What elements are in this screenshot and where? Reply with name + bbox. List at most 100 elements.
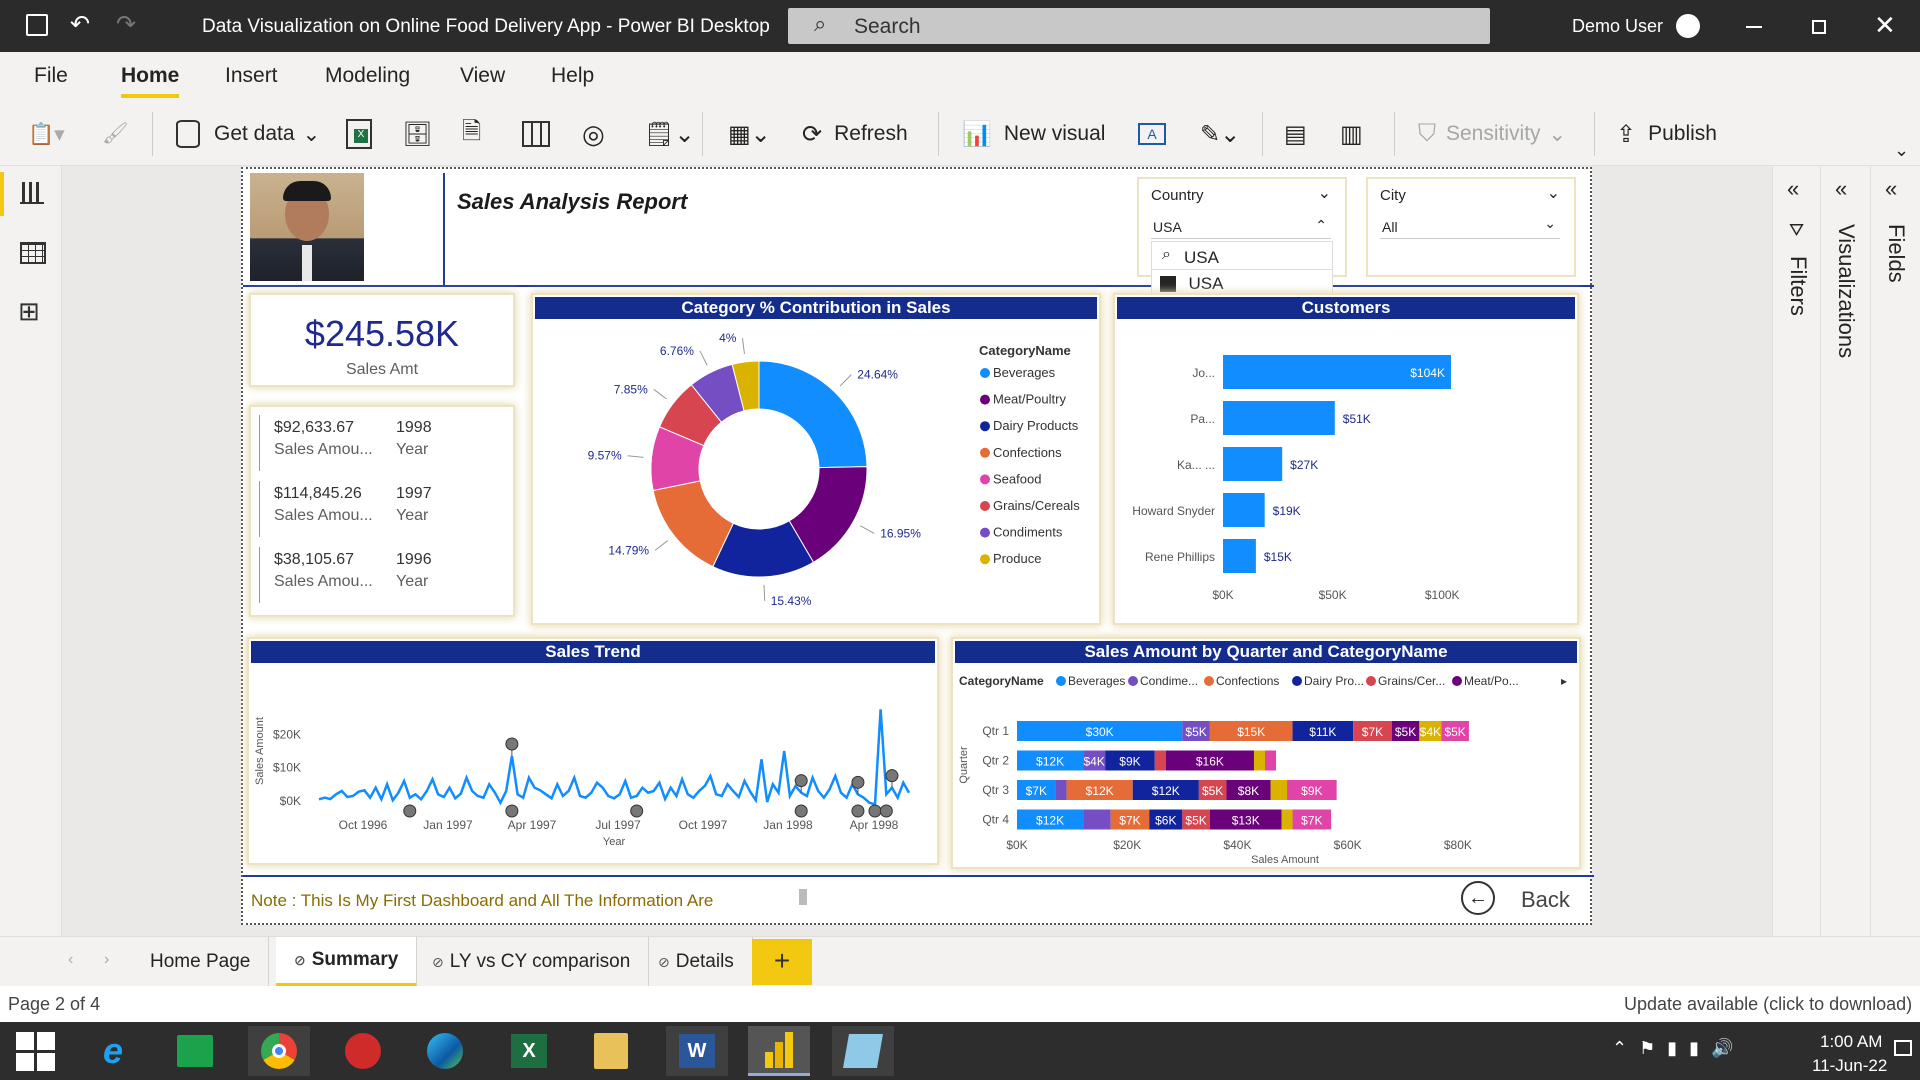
get-data-button[interactable]: Get data ⌄ [176, 118, 320, 150]
filters-label[interactable]: Filters [1786, 256, 1811, 316]
new-visual-button[interactable]: 📊 New visual [962, 118, 1105, 150]
city-slicer[interactable]: City ⌄ All ⌄ [1368, 179, 1574, 275]
sales-trend-chart[interactable]: Sales Trend $0K $10K $20K Oct 1996 Jan 1997 A… [249, 639, 937, 863]
data-view-icon[interactable] [20, 242, 46, 264]
checkbox-checked[interactable] [1160, 276, 1176, 292]
tab-details[interactable]: ⊘ Details [640, 937, 753, 987]
model-view-icon[interactable]: ⊞ [18, 296, 40, 326]
more-visuals-icon[interactable]: ✎⌄ [1200, 120, 1241, 148]
left-nav: ⊞ [0, 166, 62, 986]
ribbon-collapse-icon[interactable]: ⌄ [1894, 140, 1910, 160]
visualizations-label[interactable]: Visualizations [1834, 224, 1859, 359]
fields-label[interactable]: Fields [1884, 224, 1909, 283]
chrome-icon[interactable] [248, 1026, 310, 1076]
kpi-card[interactable]: $245.58K Sales Amt [251, 295, 513, 385]
text-box-icon[interactable]: A [1138, 118, 1166, 150]
country-dropdown-value[interactable]: USA ⌃ [1151, 213, 1331, 239]
add-page-button[interactable]: + [752, 939, 812, 985]
close-icon[interactable]: ✕ [1874, 10, 1896, 40]
expand-icon[interactable]: « [1787, 176, 1800, 201]
enter-data-icon[interactable] [522, 118, 550, 150]
city-dropdown-value[interactable]: All ⌄ [1380, 213, 1560, 239]
edge-icon[interactable] [414, 1026, 476, 1076]
fields-pane[interactable]: « Fields [1870, 166, 1920, 936]
sql-icon[interactable]: 🗎 [462, 117, 482, 145]
search-input[interactable]: Search [854, 15, 921, 38]
publish-button[interactable]: ⇪ Publish [1616, 118, 1717, 150]
menu-insert[interactable]: Insert [225, 64, 278, 87]
update-link[interactable]: Update available (click to download) [1624, 994, 1913, 1014]
excel-app-icon[interactable]: X [498, 1026, 560, 1076]
recent-sources-icon[interactable]: 🗒⌄ [644, 120, 695, 148]
menu-view[interactable]: View [460, 64, 506, 87]
save-icon[interactable] [26, 14, 48, 36]
dataset-icon[interactable]: 🗄 [402, 120, 433, 148]
back-button[interactable]: ← Back [1461, 881, 1587, 921]
category-label: Jo... [1192, 366, 1215, 380]
customers-bar-chart[interactable]: Customers Jo... $104K Pa... $51K Ka... ... $2… [1115, 295, 1577, 623]
refresh-button[interactable]: ⟳ Refresh [802, 118, 908, 150]
redo-icon[interactable]: ↷ [116, 11, 137, 38]
report-view-icon[interactable] [20, 182, 44, 204]
menu-file[interactable]: File [34, 64, 68, 87]
yearly-sales-card[interactable]: $92,633.67 Sales Amou... 1998 Year $114,845.… [251, 407, 513, 615]
quick-measure-icon[interactable]: ▥ [1340, 120, 1363, 148]
tab-scroll-right[interactable]: › [104, 951, 110, 968]
clock-date[interactable]: 11-Jun-22 [1812, 1056, 1888, 1075]
app-icon[interactable] [332, 1026, 394, 1076]
search-box[interactable]: ⌕ Search [788, 8, 1490, 44]
menu-help[interactable]: Help [551, 64, 595, 87]
menu-home[interactable]: Home [121, 64, 180, 87]
restore-icon[interactable] [1812, 20, 1826, 34]
category-donut-chart[interactable]: Category % Contribution in Sales 24.64% 1… [533, 295, 1099, 623]
expand-icon[interactable]: « [1885, 176, 1898, 201]
report-page: Sales Analysis Report Country ⌄ USA ⌃ ⌕ … [241, 167, 1594, 925]
notifications-icon[interactable] [1894, 1040, 1912, 1056]
undo-icon[interactable]: ↶ [70, 11, 91, 38]
format-painter-icon[interactable]: 🖌 [102, 122, 129, 145]
dataverse-icon[interactable]: ◎ [582, 118, 605, 149]
store-icon[interactable] [164, 1026, 226, 1076]
excel-icon[interactable]: X [346, 118, 372, 150]
ie-icon[interactable]: e [102, 1030, 124, 1071]
kpi-label: Sales Amt [345, 361, 419, 378]
stacked-svg: CategoryName Beverages Condime... Confectio… [958, 674, 1567, 866]
legend-more-icon: ▸ [1561, 674, 1567, 688]
tray-icons[interactable]: ⌃⚑▮▮🔊 [1612, 1038, 1746, 1058]
slice-label: 24.64% [857, 368, 898, 382]
file-explorer-icon[interactable] [580, 1026, 642, 1076]
user-name[interactable]: Demo User [1572, 16, 1664, 36]
low-marker [403, 804, 417, 818]
quarter-category-chart[interactable]: Sales Amount by Quarter and CategoryName… [953, 639, 1579, 867]
visualizations-pane[interactable]: « Visualizations [1820, 166, 1870, 936]
filters-pane[interactable]: « ⛛ Filters [1772, 166, 1820, 936]
new-measure-icon[interactable]: ▤ [1284, 120, 1307, 148]
sensitivity-button[interactable]: ⛉ Sensitivity ⌄ [1418, 120, 1567, 147]
expand-icon[interactable]: « [1835, 176, 1848, 201]
tab-ly-vs-cy[interactable]: ⊘ LY vs CY comparison [414, 937, 650, 987]
chevron-down-icon[interactable]: ⌄ [1546, 185, 1560, 202]
paste-button[interactable]: 📋▾ [28, 122, 65, 146]
x-tick-label: $0K [1006, 838, 1027, 852]
dropdown-search-input[interactable]: ⌕ USA [1152, 244, 1332, 270]
powerbi-icon[interactable] [748, 1026, 810, 1076]
word-icon[interactable]: W [666, 1026, 728, 1076]
profile-photo [250, 173, 364, 281]
slice-label: 14.79% [608, 543, 649, 557]
menu-modeling[interactable]: Modeling [325, 64, 411, 87]
tab-home-page[interactable]: Home Page [132, 937, 270, 987]
notepad-icon[interactable] [832, 1026, 894, 1076]
chevron-down-icon[interactable]: ⌄ [1317, 185, 1331, 202]
minimize-icon[interactable] [1746, 26, 1762, 28]
tab-summary[interactable]: ⊘ Summary [276, 937, 418, 987]
legend-item: Condiments [993, 525, 1063, 540]
transform-data-icon[interactable]: ▦⌄ [728, 120, 771, 148]
clock-time[interactable]: 1:00 AM [1820, 1032, 1883, 1051]
avatar[interactable] [1676, 14, 1700, 38]
tab-scroll-left[interactable]: ‹ [68, 951, 74, 968]
stack-segment [1209, 721, 1293, 741]
x-tick-label: Apr 1998 [850, 818, 899, 832]
dropdown-option[interactable]: USA [1160, 274, 1223, 298]
windows-start-icon[interactable] [4, 1026, 66, 1076]
scroll-handle[interactable] [799, 889, 807, 905]
